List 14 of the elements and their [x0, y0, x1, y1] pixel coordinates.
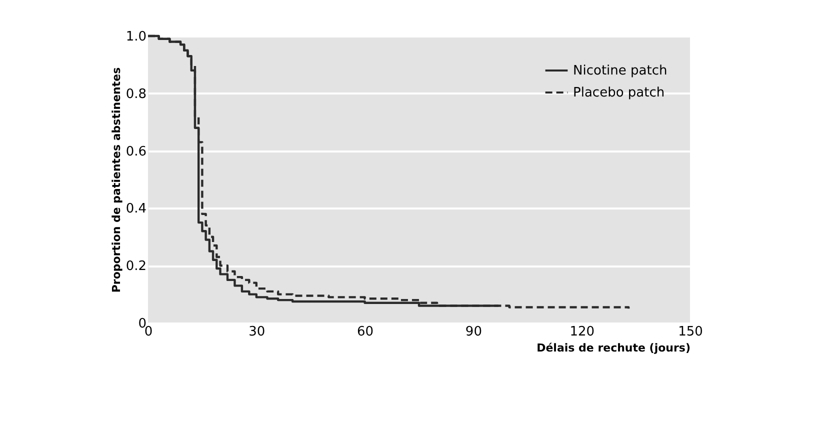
- y-tick-label: 0.6: [126, 144, 146, 160]
- x-tick-label: 150: [678, 324, 703, 340]
- y-tick-label: 0.2: [126, 259, 146, 274]
- x-tick-label: 120: [570, 324, 595, 340]
- y-tick-label: 0.8: [126, 86, 146, 102]
- legend-label: Placebo patch: [573, 86, 665, 100]
- y-axis-title: Proportion de patientes abstinentes: [110, 66, 123, 293]
- x-tick-label: 30: [248, 324, 266, 340]
- y-tick-label: 0.4: [126, 202, 146, 217]
- legend-label: Nicotine patch: [573, 64, 668, 78]
- x-tick-label: 60: [357, 324, 374, 340]
- x-axis-title: Délais de rechute (jours): [536, 342, 690, 354]
- x-tick-label: 90: [465, 324, 482, 340]
- y-tick-label: 1.0: [126, 30, 146, 44]
